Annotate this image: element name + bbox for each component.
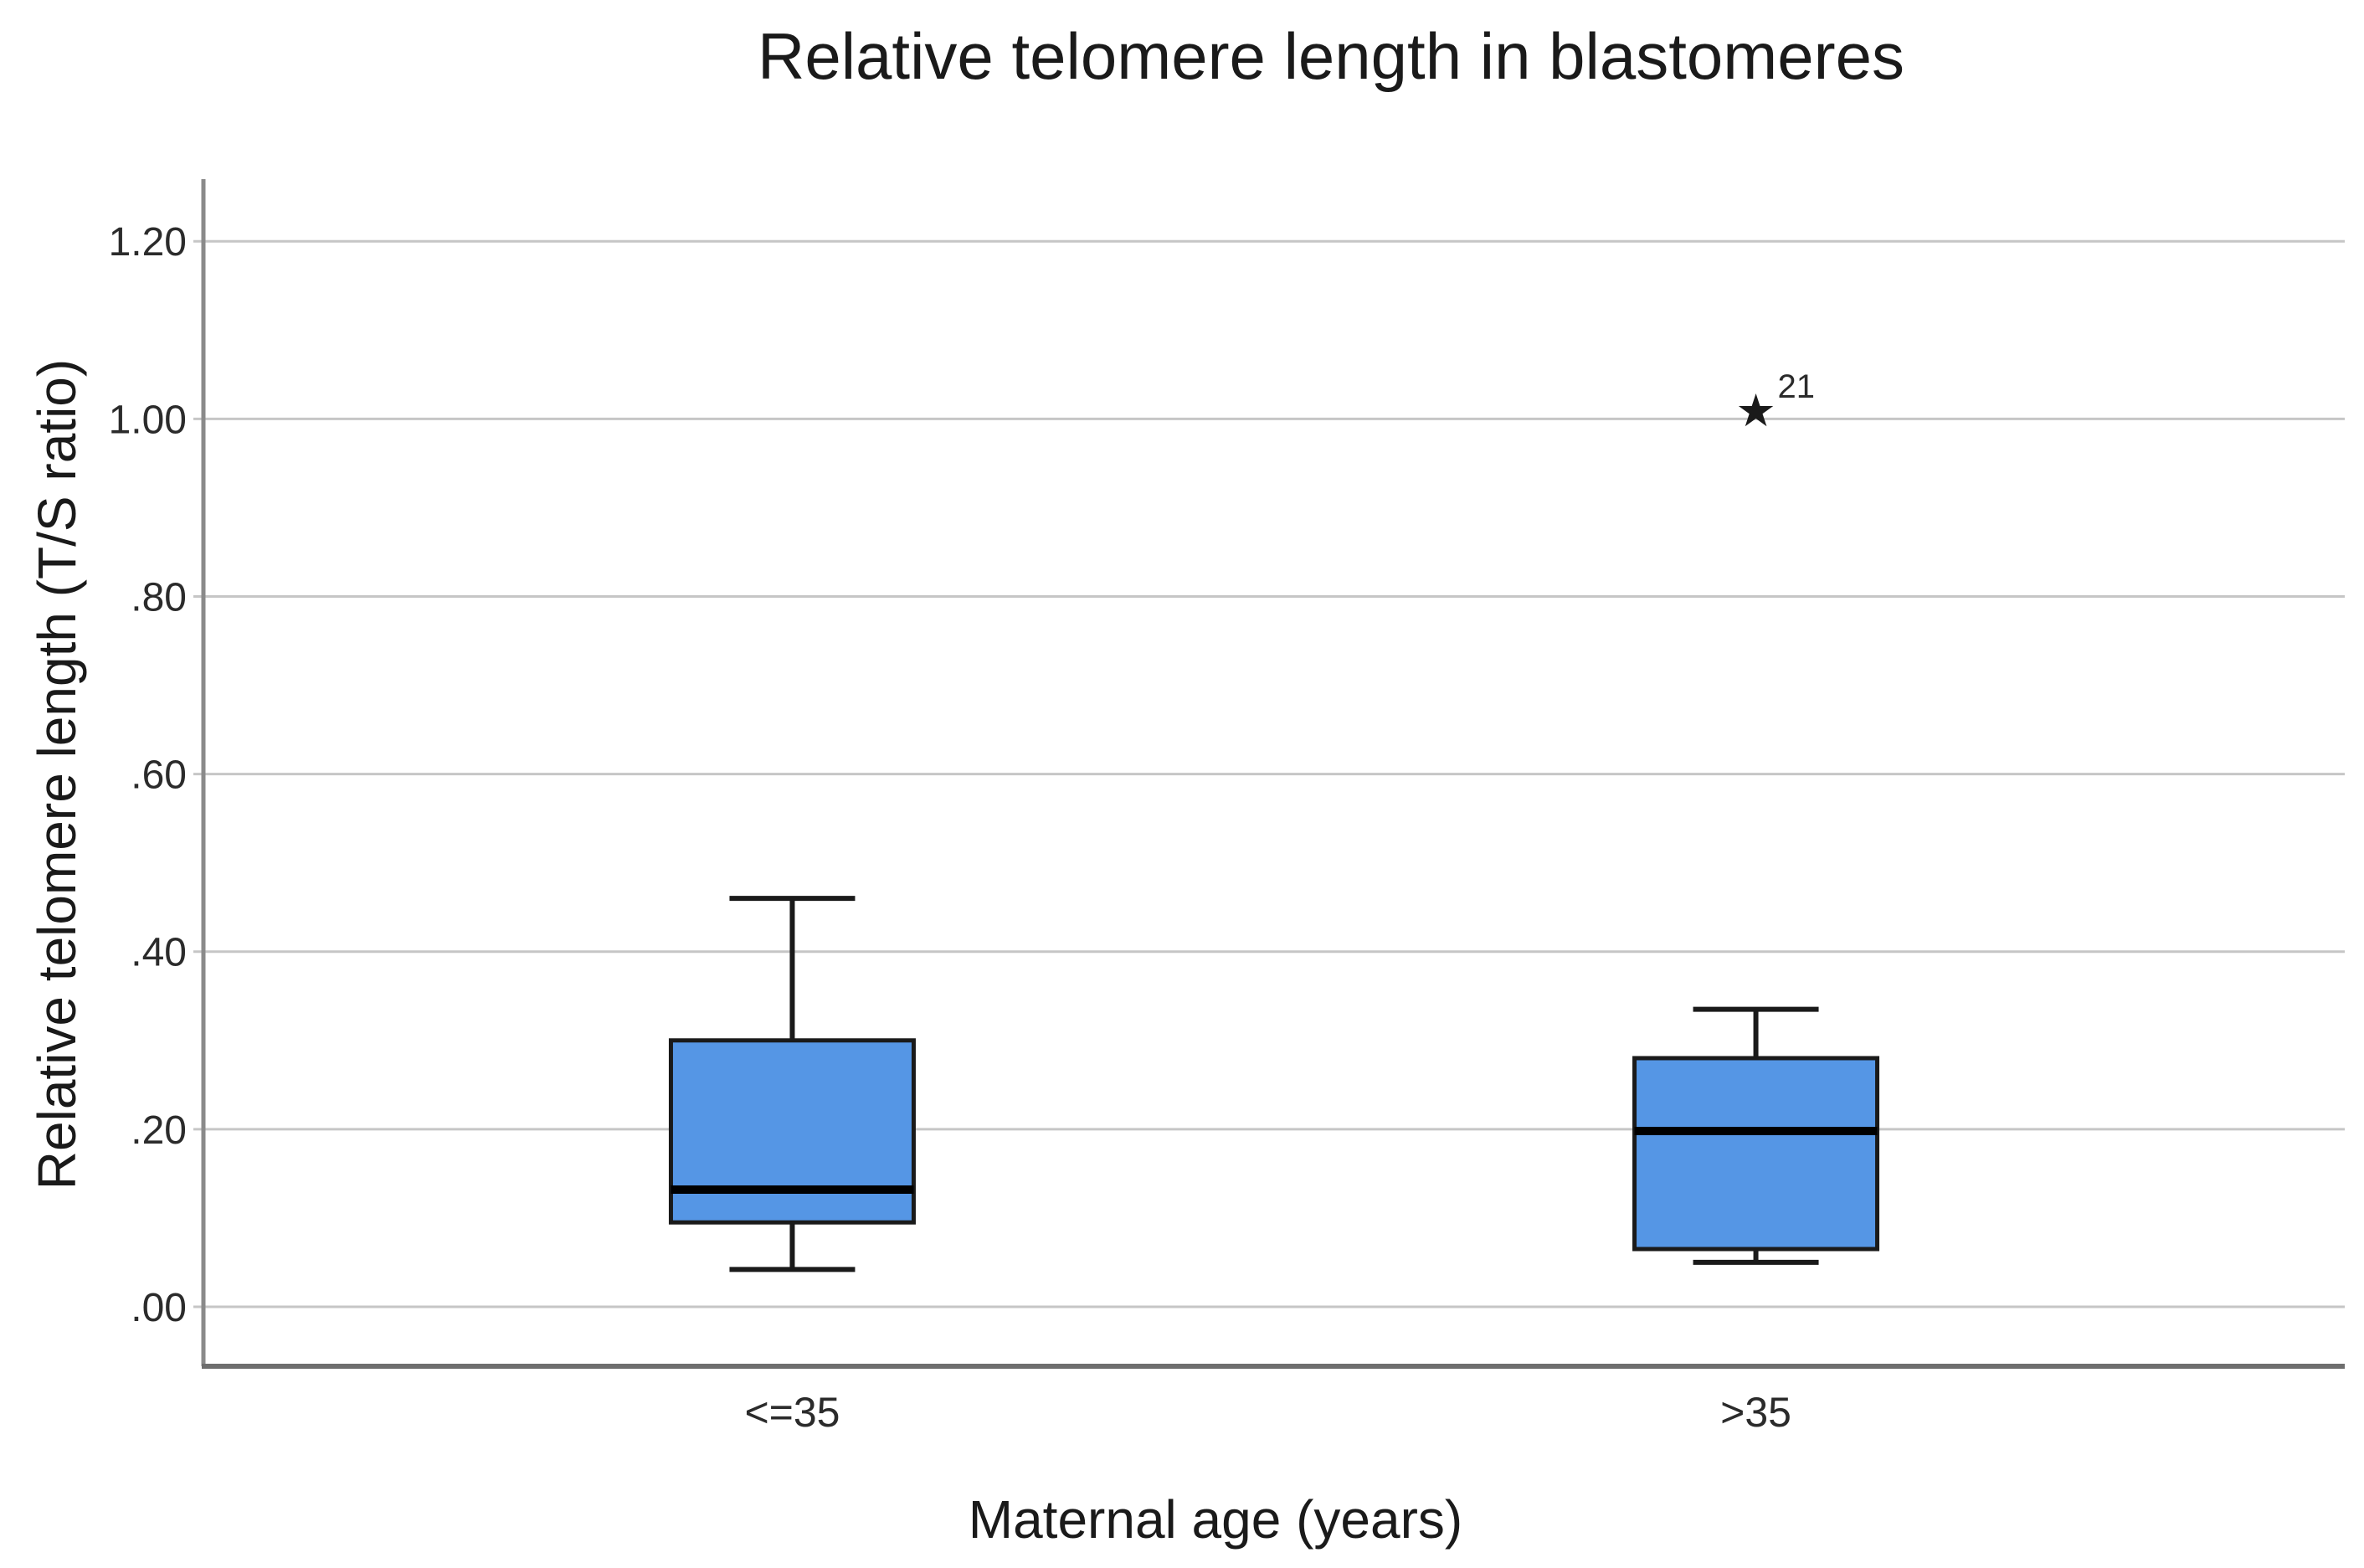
- y-tick-label: .60: [131, 753, 187, 798]
- y-tick-label: .00: [131, 1286, 187, 1330]
- chart-title: Relative telomere length in blastomeres: [757, 19, 1905, 93]
- outlier-star-icon: ★: [1735, 384, 1776, 437]
- x-tick-label: >35: [1720, 1389, 1791, 1436]
- x-axis-title: Maternal age (years): [968, 1489, 1463, 1550]
- y-tick-label: 1.20: [109, 220, 187, 265]
- x-tick-label: <=35: [744, 1389, 840, 1436]
- y-tick-label: 1.00: [109, 398, 187, 442]
- box: [668, 1038, 916, 1225]
- box: [1632, 1056, 1880, 1252]
- y-tick-label: .20: [131, 1108, 187, 1153]
- y-tick-label: .80: [131, 575, 187, 619]
- y-tick-label: .40: [131, 931, 187, 975]
- outlier-label: 21: [1778, 368, 1816, 405]
